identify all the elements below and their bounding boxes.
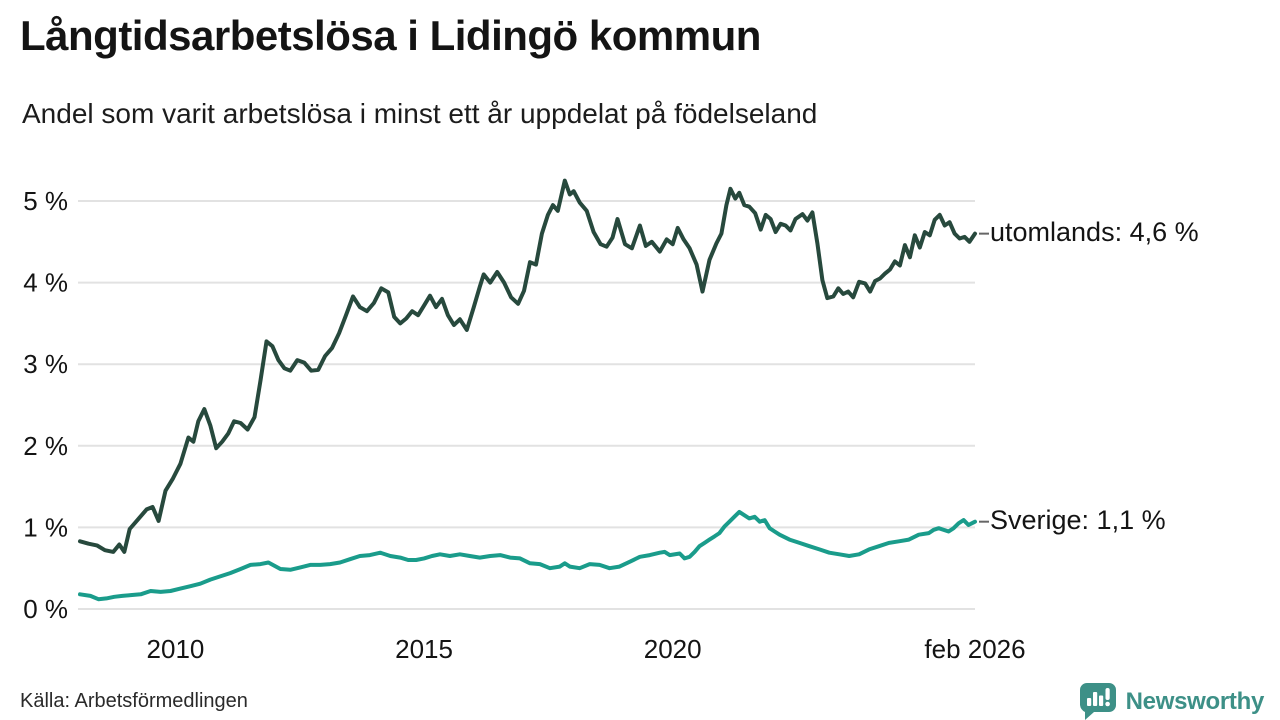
brand-name: Newsworthy (1125, 687, 1265, 715)
series-label-utomlands: utomlands: 4,6 % (990, 216, 1199, 247)
y-axis-tick-label: 5 % (23, 186, 68, 216)
series-label-sverige: Sverige: 1,1 % (990, 504, 1166, 535)
x-axis-tick-label: 2020 (644, 634, 702, 664)
brand-logo: Newsworthy (1078, 682, 1264, 720)
x-axis-tick-label: 2010 (147, 634, 205, 664)
source-note: Källa: Arbetsförmedlingen (20, 690, 248, 712)
x-axis-tick-label: 2015 (395, 634, 453, 664)
y-axis-tick-label: 4 % (23, 268, 68, 298)
newsworthy-speech-bubble-bar-chart-icon (1079, 683, 1116, 720)
page-subtitle: Andel som varit arbetslösa i minst ett å… (22, 98, 818, 129)
y-axis-tick-label: 2 % (23, 431, 68, 461)
y-axis-tick-label: 3 % (23, 349, 68, 379)
x-axis-tick-label: feb 2026 (924, 634, 1025, 664)
series-line-Sverige (78, 509, 977, 602)
series-line-utomlands (78, 178, 977, 554)
y-axis-tick-label: 1 % (23, 512, 68, 542)
page-title: Långtidsarbetslösa i Lidingö kommun (20, 12, 761, 59)
y-axis-tick-label: 0 % (23, 594, 68, 624)
